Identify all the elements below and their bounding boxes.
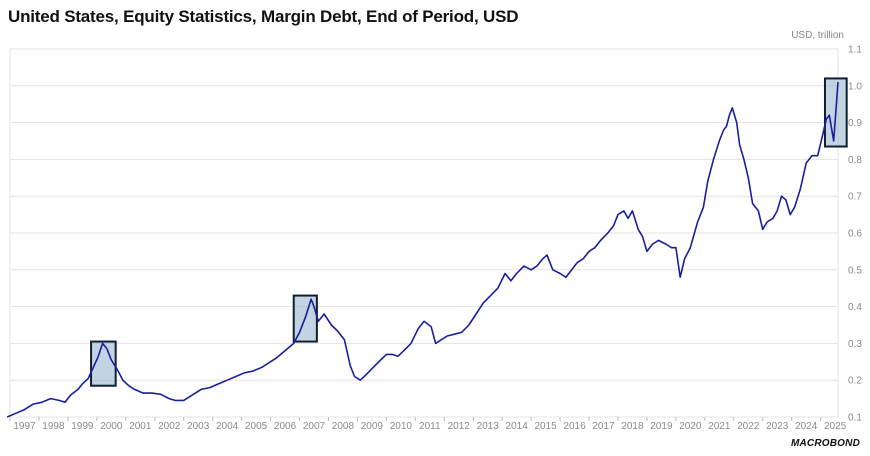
y-tick-label: 0.3: [848, 339, 862, 350]
brand-logo: MACROBOND: [790, 438, 860, 449]
y-tick-label: 1.0: [848, 81, 862, 92]
highlight-boxes: [90, 77, 848, 387]
x-tick-label: 1997: [13, 421, 36, 432]
x-tick-label: 1999: [71, 421, 94, 432]
x-tick-label: 2021: [708, 421, 731, 432]
y-tick-label: 0.2: [848, 376, 862, 387]
x-tick-label: 2009: [361, 421, 384, 432]
x-tick-label: 2003: [187, 421, 210, 432]
x-tick-label: 2010: [390, 421, 413, 432]
series-layer: [6, 82, 839, 418]
x-tick-label: 2007: [303, 421, 326, 432]
x-tick-label: 2008: [332, 421, 355, 432]
y-tick-label: 0.1: [848, 413, 862, 424]
x-tick-label: 2001: [129, 421, 152, 432]
x-axis-ticks: 1997 1998 1999 2000 2001 2002 2003 2004 2005 2006…: [9, 417, 847, 432]
x-tick-label: 2022: [737, 421, 760, 432]
x-tick-label: 2023: [766, 421, 789, 432]
x-tick-label: 2025: [824, 421, 847, 432]
x-tick-label: 2016: [563, 421, 586, 432]
y-tick-label: 0.7: [848, 192, 862, 203]
x-tick-label: 2011: [419, 421, 441, 432]
x-tick-label: 2020: [679, 421, 702, 432]
x-tick-label: 2017: [592, 421, 615, 432]
y-tick-label: 0.5: [848, 265, 862, 276]
series-line-margin-debt: [6, 82, 839, 418]
y-tick-label: 0.6: [848, 229, 862, 240]
x-tick-label: 2000: [100, 421, 123, 432]
y-tick-label: 0.4: [848, 302, 862, 313]
unit-label: USD, trillion: [791, 30, 844, 41]
x-tick-label: 2019: [650, 421, 673, 432]
x-tick-label: 2002: [158, 421, 181, 432]
grid-lines: [9, 48, 839, 418]
x-tick-label: 1998: [42, 421, 65, 432]
x-tick-label: 2014: [506, 421, 529, 432]
y-tick-label: 0.9: [848, 118, 862, 129]
x-tick-label: 2005: [245, 421, 268, 432]
y-tick-label: 1.1: [848, 45, 862, 56]
x-tick-label: 2013: [477, 421, 500, 432]
x-tick-label: 2006: [274, 421, 297, 432]
x-tick-label: 2015: [534, 421, 557, 432]
x-tick-label: 2012: [448, 421, 471, 432]
y-tick-label: 0.8: [848, 155, 862, 166]
x-tick-label: 2018: [621, 421, 644, 432]
chart-title: United States, Equity Statistics, Margin…: [8, 7, 519, 26]
x-tick-label: 2024: [795, 421, 818, 432]
y-axis-ticks: 0.1 0.2 0.3 0.4 0.5 0.6 0.7 0.8 0.9 1.0 1.1: [848, 45, 862, 424]
x-tick-label: 2004: [216, 421, 239, 432]
